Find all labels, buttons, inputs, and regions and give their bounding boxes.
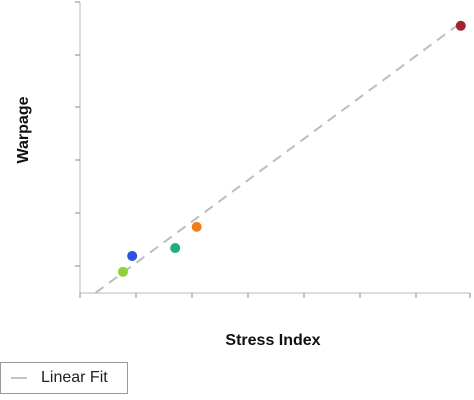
data-point	[170, 243, 181, 254]
data-point	[455, 20, 466, 31]
x-axis-title: Stress Index	[225, 332, 320, 349]
legend: Linear Fit	[0, 362, 128, 394]
axes	[75, 1, 471, 298]
legend-label-linear-fit: Linear Fit	[41, 369, 108, 386]
y-axis-title: Warpage	[15, 96, 32, 163]
data-points	[117, 20, 466, 277]
y-ticks	[75, 1, 80, 267]
data-point	[117, 266, 128, 277]
legend-dash-swatch	[11, 377, 27, 379]
linear-fit-line	[94, 19, 465, 294]
x-ticks	[79, 293, 471, 298]
data-point	[127, 250, 138, 261]
data-point	[191, 221, 202, 232]
